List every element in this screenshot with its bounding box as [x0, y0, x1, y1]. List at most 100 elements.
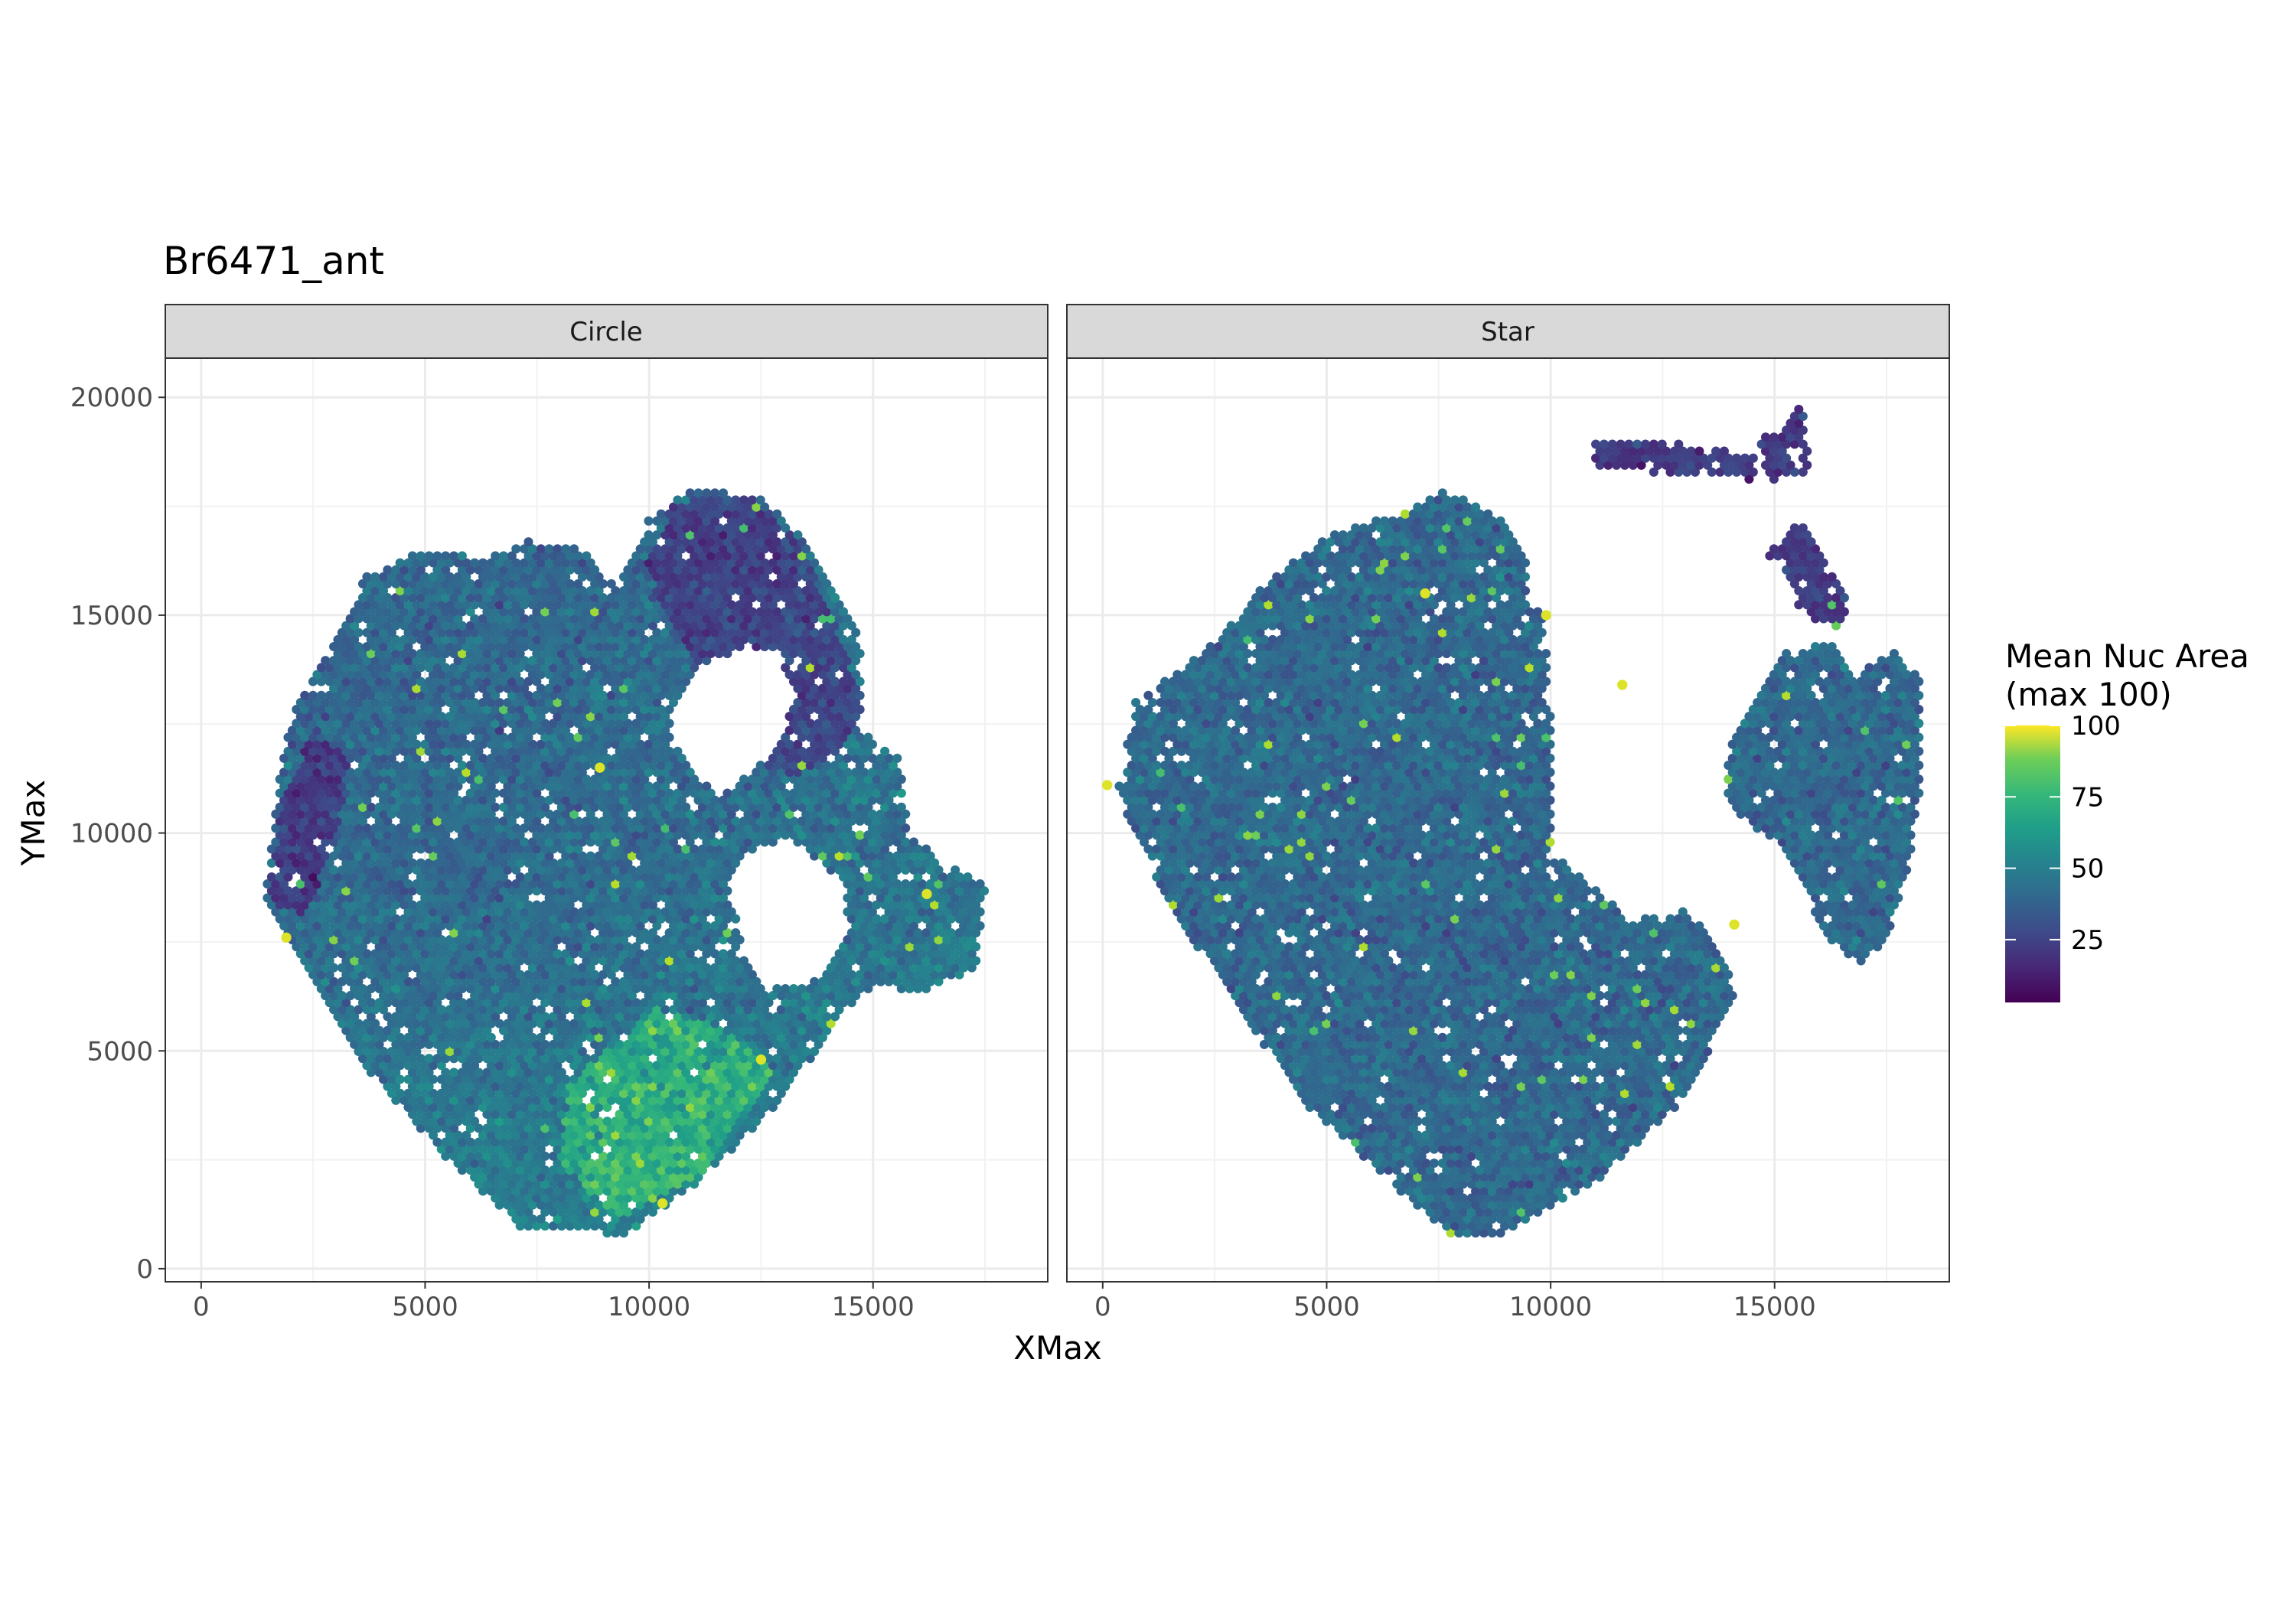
hex-cell: [590, 1165, 600, 1175]
hex-cell: [400, 830, 409, 840]
hex-cell: [536, 712, 546, 722]
hex-cell: [395, 893, 405, 903]
hex-cell: [776, 1019, 786, 1028]
hex-cell: [474, 886, 484, 896]
hex-cell: [436, 641, 446, 652]
hex-cell: [788, 1068, 799, 1077]
hex-cell: [635, 1214, 645, 1224]
hex-cell: [540, 705, 550, 715]
hex-cell: [304, 935, 314, 945]
hex-cell: [826, 837, 836, 847]
hex-cell: [706, 649, 716, 659]
hex-cell: [611, 656, 621, 666]
hex-cell: [834, 976, 844, 986]
hex-cell: [627, 837, 637, 847]
hex-cell: [436, 1005, 446, 1015]
hex-cell: [797, 634, 807, 644]
hex-cell: [569, 1088, 579, 1098]
hex-cell: [590, 956, 600, 966]
hex-cell: [386, 879, 396, 889]
hex-cell: [693, 1172, 703, 1182]
hex-cell: [436, 893, 446, 903]
hex-cell: [644, 1046, 654, 1057]
hex-cell: [615, 858, 625, 868]
hex-cell: [345, 656, 355, 666]
hex-cell: [582, 956, 592, 966]
hex-cell: [386, 781, 396, 791]
hex-cell: [606, 1193, 616, 1203]
hex-cell: [573, 1221, 583, 1231]
hex-cell: [690, 830, 700, 840]
hex-cell: [378, 1005, 389, 1015]
hex-cell: [441, 761, 451, 771]
hex-cell: [618, 921, 629, 931]
hex-cell: [474, 942, 484, 952]
hex-cell: [383, 1054, 393, 1064]
hex-cell: [855, 872, 865, 882]
hex-cell: [532, 1068, 542, 1077]
hex-cell: [449, 886, 459, 896]
hex-cell: [556, 998, 566, 1008]
hex-cell: [374, 956, 384, 966]
hex-cell: [370, 907, 380, 917]
hex-cell: [710, 1032, 720, 1042]
hex-cell: [710, 1019, 720, 1028]
hex-cell: [325, 788, 334, 798]
hex-cell: [668, 1158, 679, 1169]
hex-cell: [611, 1144, 621, 1154]
hex-cell: [515, 788, 525, 798]
hex-cell: [677, 1046, 687, 1057]
hex-cell: [337, 851, 347, 861]
hex-cell: [693, 1158, 703, 1169]
hex-cell: [573, 1039, 583, 1049]
hex-cell: [690, 649, 700, 659]
hex-cell: [354, 768, 364, 777]
hex-cell: [474, 1137, 484, 1147]
hex-cell: [520, 697, 530, 708]
hex-cell: [474, 1025, 484, 1035]
hex-cell: [428, 1116, 439, 1126]
hex-cell: [374, 676, 384, 686]
hex-cell: [482, 1151, 492, 1161]
hex-cell: [370, 949, 380, 959]
hex-cell: [527, 614, 537, 624]
hex-cell: [548, 1054, 559, 1064]
hex-cell: [465, 900, 475, 910]
hex-cell: [428, 893, 439, 903]
hex-cell: [859, 935, 869, 945]
hex-cell: [722, 1039, 732, 1049]
hex-cell: [304, 781, 314, 791]
hex-cell: [461, 725, 471, 735]
hex-cell: [913, 844, 923, 854]
hex-cell: [664, 816, 674, 826]
hex-cell: [635, 1144, 645, 1154]
hex-cell: [287, 921, 297, 931]
hex-cell: [482, 761, 492, 771]
hex-cell: [623, 1012, 633, 1022]
hex-cell: [383, 858, 393, 868]
hex-cell: [958, 907, 969, 917]
hex-cell: [797, 663, 807, 673]
hex-cell: [412, 683, 422, 693]
hex-cell: [797, 788, 807, 798]
hex-cell: [523, 1081, 533, 1091]
hex-cell: [805, 732, 815, 742]
hex-cell: [383, 690, 393, 700]
hex-cell: [677, 851, 687, 861]
hex-cell: [652, 627, 662, 637]
hex-cell: [540, 1221, 550, 1231]
hex-cell: [407, 886, 417, 896]
hex-cell: [357, 774, 368, 784]
hex-cell: [565, 1193, 575, 1203]
hex-cell: [523, 1137, 533, 1147]
hex-cell: [722, 956, 732, 966]
hex-cell: [585, 1019, 595, 1028]
hex-cell: [805, 816, 815, 826]
hex-cell: [644, 670, 654, 680]
hex-cell: [321, 976, 331, 986]
hex-cell: [287, 781, 297, 791]
hex-cell: [536, 795, 546, 805]
hex-cell: [817, 795, 827, 805]
hex-cell: [685, 627, 695, 637]
hex-cell: [494, 1088, 504, 1098]
